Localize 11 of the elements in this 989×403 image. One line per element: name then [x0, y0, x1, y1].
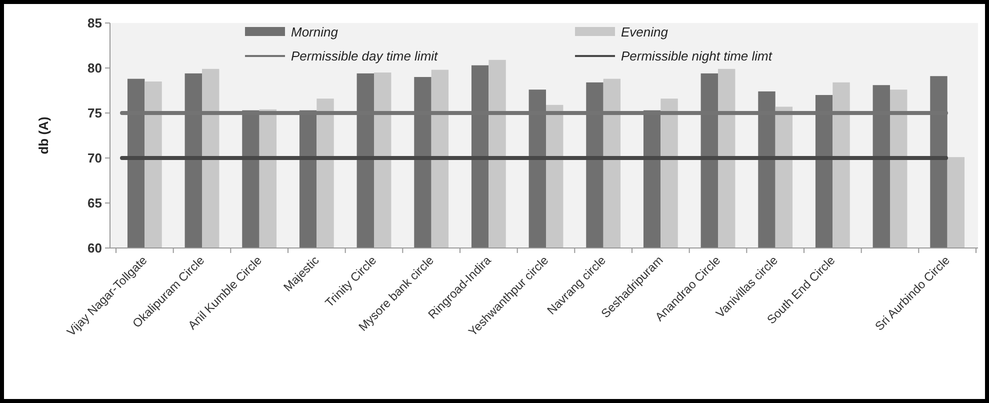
legend-label: Evening [621, 24, 669, 40]
y-tick-label: 85 [88, 16, 102, 31]
legend-label: Morning [291, 24, 339, 40]
y-tick-label: 80 [88, 60, 102, 76]
y-tick-label: 65 [88, 196, 102, 211]
y-axis-title: db (A) [36, 116, 51, 154]
y-tick-label: 75 [88, 106, 102, 121]
y-tick-label: 60 [88, 240, 102, 256]
legend-label: Permissible night time limt [621, 48, 774, 64]
y-tick-label: 70 [88, 150, 102, 166]
legend-label: Permissible day time limit [291, 48, 440, 64]
